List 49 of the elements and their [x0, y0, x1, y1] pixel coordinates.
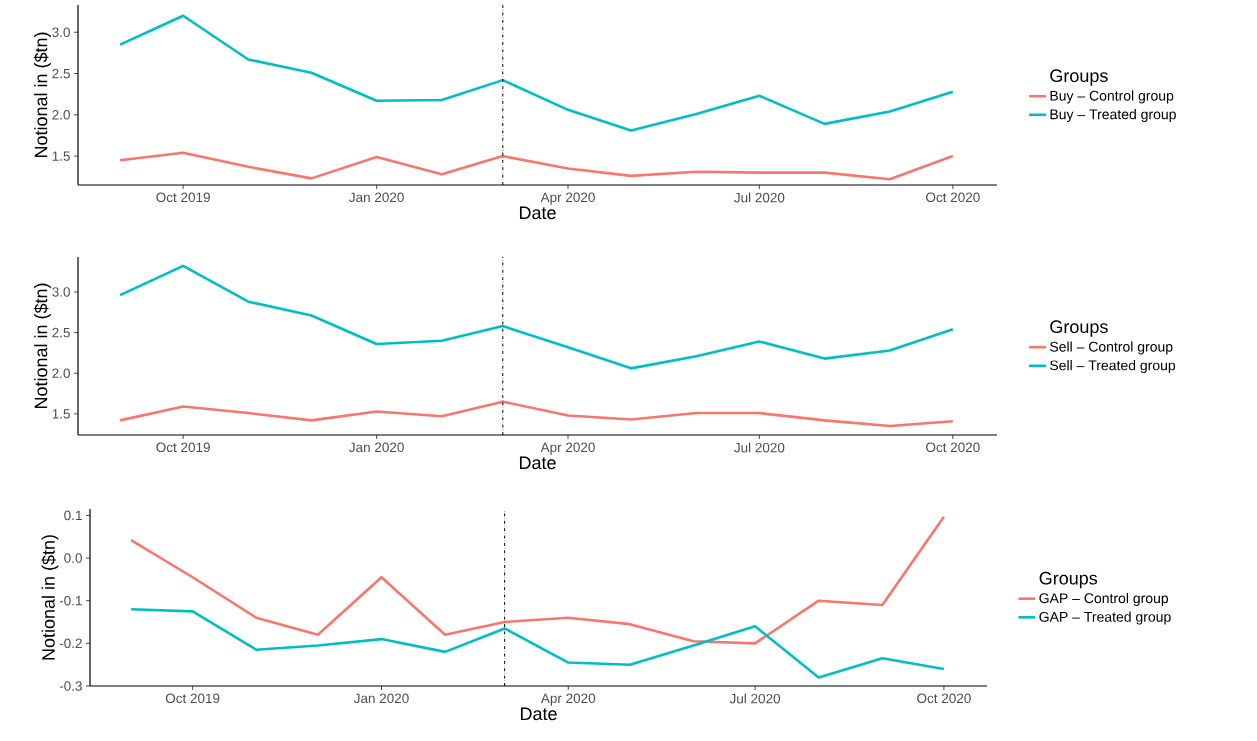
y-tick-label: 2.5 — [52, 327, 70, 338]
x-tick-label: Oct 2019 — [156, 192, 210, 203]
legend-label: Buy – Treated group — [1050, 109, 1176, 123]
line-series — [129, 515, 946, 645]
x-tick-label: Jul 2020 — [734, 192, 785, 203]
line-series — [118, 14, 955, 132]
y-tick-label: 1.5 — [52, 409, 70, 419]
line-series — [118, 264, 955, 370]
y-tick-label: 2.5 — [52, 68, 70, 79]
x-tick-label: Apr 2020 — [540, 693, 596, 706]
legend-label: Buy – Control group — [1050, 90, 1174, 104]
y-tick-label: 2.0 — [52, 368, 70, 378]
x-axis-title: Date — [519, 456, 556, 470]
y-tick-label: -0.1 — [59, 595, 82, 606]
x-tick-label: Apr 2020 — [540, 192, 595, 205]
x-tick-label: Oct 2020 — [917, 693, 971, 704]
line-series — [118, 151, 955, 181]
legend-title: Groups — [1050, 320, 1108, 337]
legend-title: Groups — [1050, 69, 1108, 86]
x-axis-title: Date — [520, 707, 557, 721]
y-axis-title: Notional in ($tn) — [33, 32, 51, 158]
x-tick-label: Jul 2020 — [729, 693, 781, 704]
legend-label: GAP – Control group — [1039, 592, 1169, 606]
x-tick-label: Apr 2020 — [540, 442, 595, 455]
y-tick-label: 2.0 — [52, 110, 70, 120]
y-tick-label: 1.5 — [52, 151, 70, 161]
y-tick-label: 0.0 — [64, 553, 82, 563]
y-axis-title: Notional in ($tn) — [41, 535, 59, 660]
x-tick-label: Jan 2020 — [349, 442, 404, 453]
x-tick-label: Jan 2020 — [353, 693, 409, 704]
x-tick-label: Jan 2020 — [349, 192, 404, 203]
y-tick-label: -0.2 — [59, 638, 82, 649]
x-axis-title: Date — [519, 206, 556, 220]
x-tick-label: Oct 2020 — [926, 192, 980, 203]
y-tick-label: 3.0 — [52, 27, 70, 38]
legend-label: Sell – Control group — [1050, 341, 1173, 355]
legend-title: Groups — [1039, 571, 1098, 589]
legend-label: GAP – Treated group — [1039, 611, 1171, 625]
x-tick-label: Oct 2019 — [156, 442, 210, 453]
line-series — [129, 607, 946, 679]
x-tick-label: Jul 2020 — [734, 442, 785, 453]
x-tick-label: Oct 2020 — [926, 442, 980, 453]
legend-label: Sell – Treated group — [1050, 360, 1176, 374]
x-tick-label: Oct 2019 — [165, 693, 220, 704]
y-axis-title: Notional in ($tn) — [33, 283, 51, 409]
y-tick-label: 0.1 — [64, 510, 82, 521]
y-tick-label: -0.3 — [59, 681, 82, 691]
y-tick-label: 3.0 — [52, 287, 70, 297]
line-series — [118, 400, 955, 428]
